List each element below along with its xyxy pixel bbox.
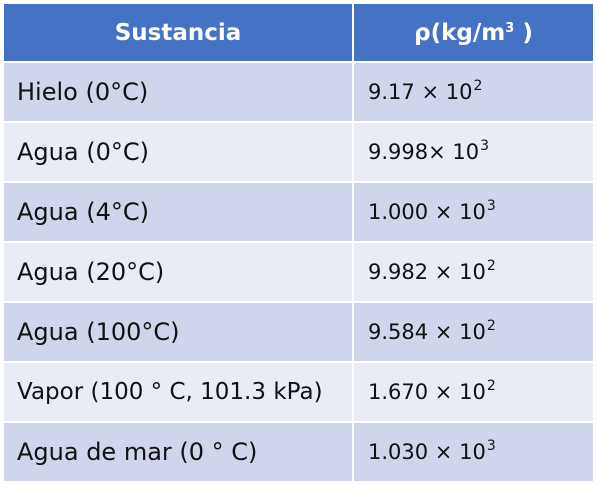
substance-cell: Agua de mar (0 ° C)	[2, 421, 354, 483]
times-sign: ×	[428, 200, 460, 224]
table-row: Agua (0°C) 9.998× 103	[2, 121, 595, 183]
density-exponent: 3	[486, 438, 496, 454]
substance-cell: Agua (4°C)	[2, 181, 354, 243]
density-exponent: 3	[480, 138, 490, 154]
density-mantissa: 1.670	[368, 380, 429, 404]
times-sign: ×	[428, 260, 460, 284]
substance-cell: Agua (20°C)	[2, 241, 354, 303]
density-mantissa: 9.584	[368, 320, 429, 344]
density-mantissa: 1.030	[368, 440, 429, 464]
density-base: 10	[445, 80, 473, 104]
density-mantissa: 9.17	[368, 80, 415, 104]
times-sign: ×	[428, 440, 460, 464]
header-density-exp: 3	[505, 20, 515, 36]
density-exponent: 2	[473, 78, 483, 94]
table-row: Agua (20°C) 9.982 × 102	[2, 241, 595, 303]
substance-cell: Vapor (100 ° C, 101.3 kPa)	[2, 361, 354, 423]
header-density: ρ(kg/m3 )	[352, 2, 595, 63]
density-cell: 1.000 × 103	[352, 181, 595, 243]
density-base: 10	[459, 380, 486, 404]
density-exponent: 2	[486, 258, 496, 274]
substance-cell: Agua (0°C)	[2, 121, 354, 183]
density-cell: 9.982 × 102	[352, 241, 595, 303]
density-table: Sustancia ρ(kg/m3 ) Hielo (0°C) 9.17 × 1…	[2, 2, 595, 483]
times-sign: ×	[414, 80, 446, 104]
density-exponent: 3	[486, 198, 496, 214]
density-table-container: Sustancia ρ(kg/m3 ) Hielo (0°C) 9.17 × 1…	[2, 2, 595, 483]
density-exponent: 2	[486, 378, 496, 394]
header-substance: Sustancia	[2, 2, 354, 63]
density-base: 10	[459, 440, 486, 464]
density-cell: 9.998× 103	[352, 121, 595, 183]
substance-cell: Agua (100°C)	[2, 301, 354, 363]
density-mantissa: 1.000	[368, 200, 429, 224]
times-sign: ×	[428, 320, 460, 344]
header-density-prefix: ρ(kg/m	[414, 19, 506, 46]
density-mantissa: 9.998	[368, 140, 429, 164]
density-cell: 1.030 × 103	[352, 421, 595, 483]
density-cell: 9.584 × 102	[352, 301, 595, 363]
table-row: Agua de mar (0 ° C) 1.030 × 103	[2, 421, 595, 483]
density-mantissa: 9.982	[368, 260, 429, 284]
density-base: 10	[459, 320, 486, 344]
substance-cell: Hielo (0°C)	[2, 61, 354, 123]
header-row: Sustancia ρ(kg/m3 )	[2, 2, 595, 63]
density-base: 10	[459, 260, 486, 284]
density-base: 10	[452, 140, 480, 164]
table-row: Vapor (100 ° C, 101.3 kPa) 1.670 × 102	[2, 361, 595, 423]
header-density-suffix: )	[514, 19, 533, 46]
density-exponent: 2	[486, 318, 496, 334]
times-sign: ×	[428, 380, 460, 404]
density-base: 10	[459, 200, 486, 224]
density-cell: 9.17 × 102	[352, 61, 595, 123]
table-row: Agua (100°C) 9.584 × 102	[2, 301, 595, 363]
table-row: Hielo (0°C) 9.17 × 102	[2, 61, 595, 123]
times-sign: ×	[428, 140, 453, 164]
table-row: Agua (4°C) 1.000 × 103	[2, 181, 595, 243]
density-cell: 1.670 × 102	[352, 361, 595, 423]
